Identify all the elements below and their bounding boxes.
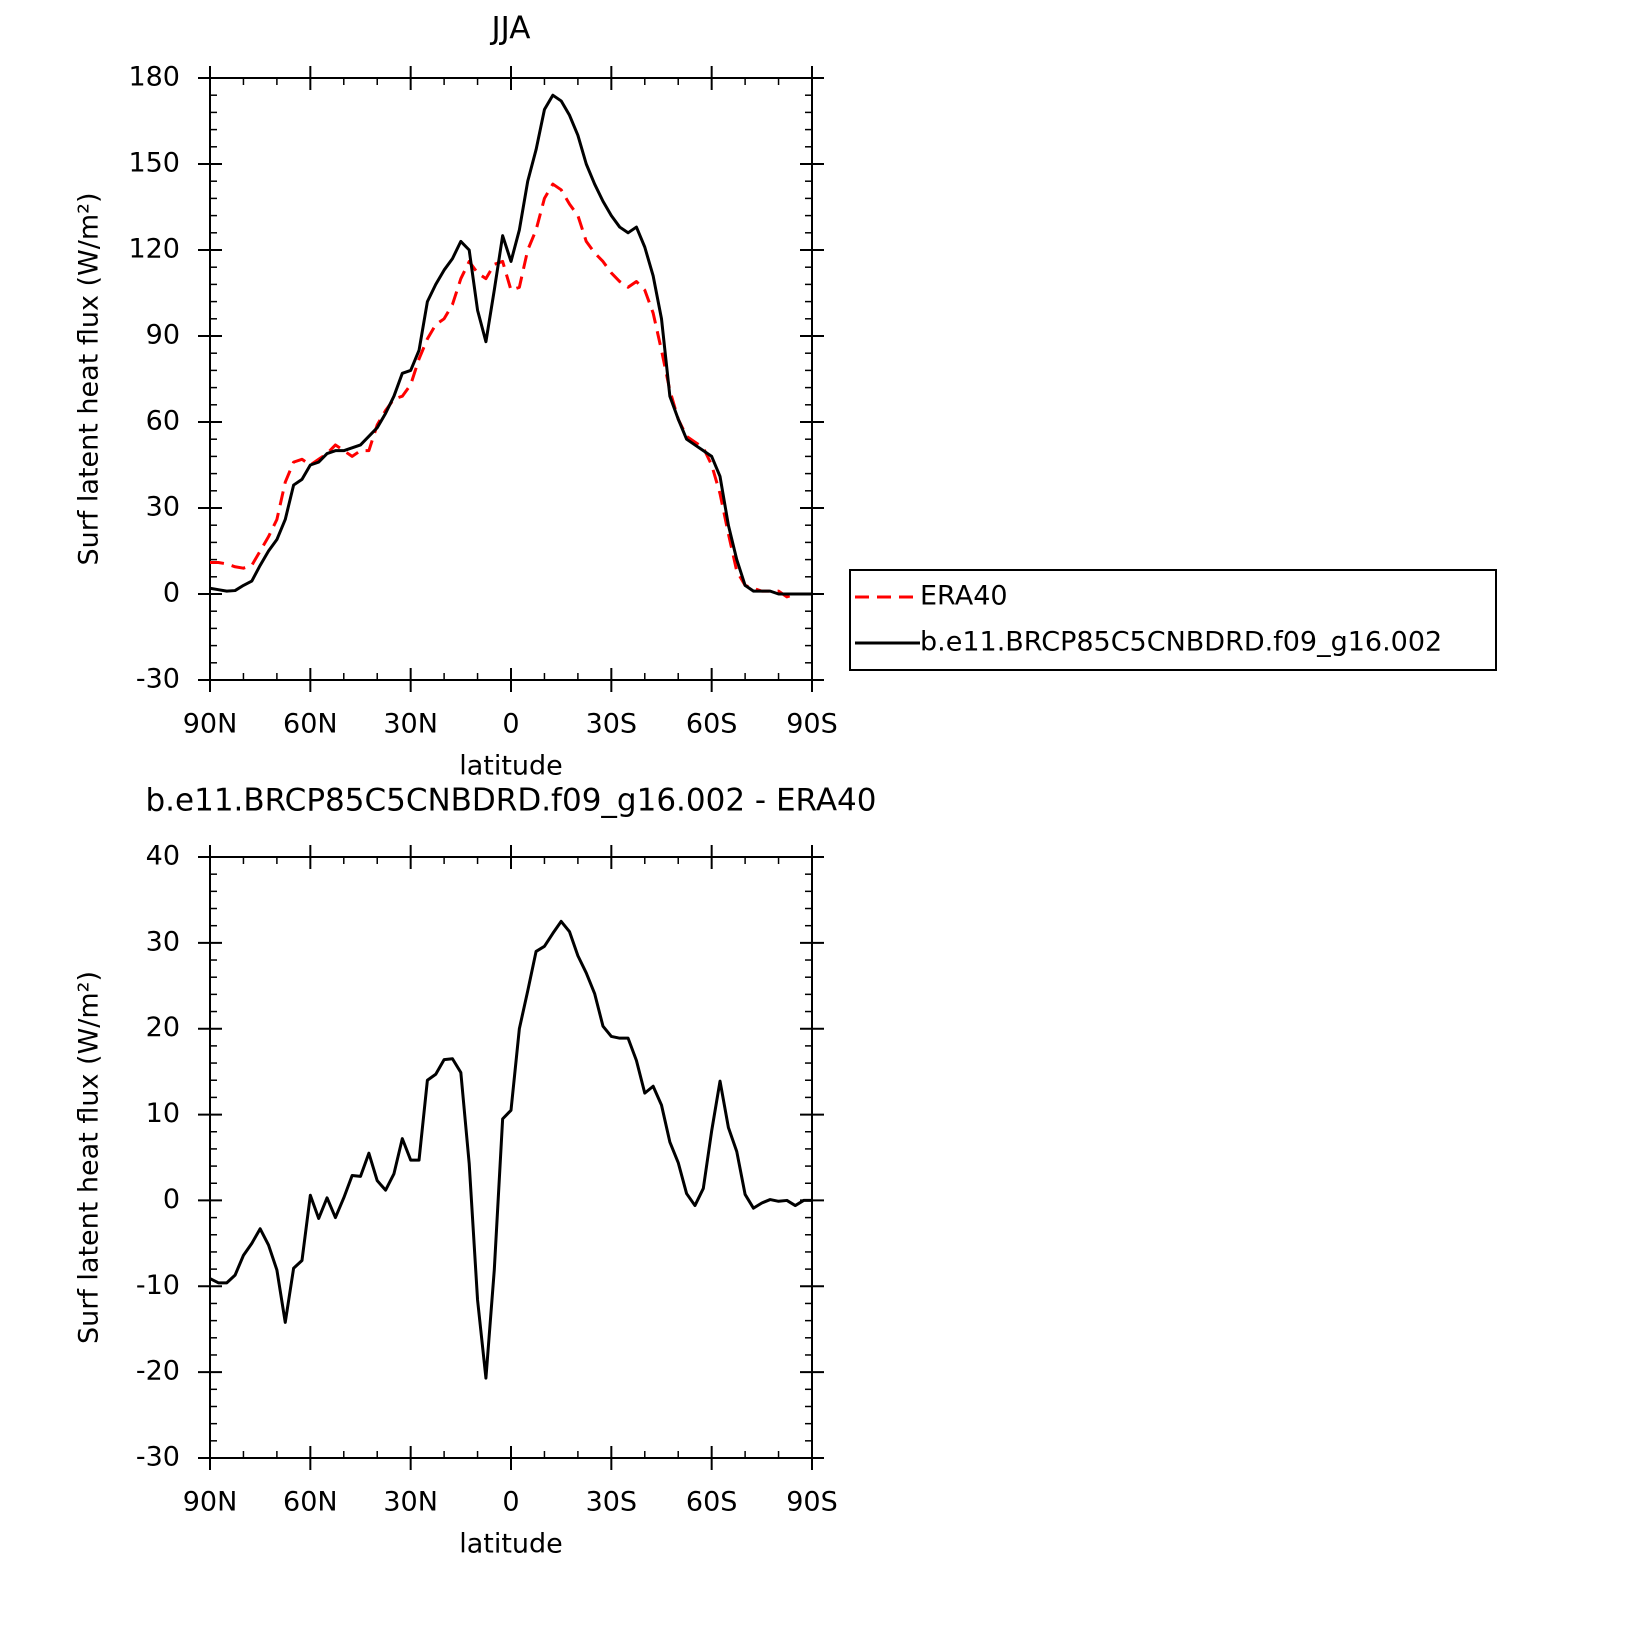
series-line (209, 93, 812, 596)
y-tick-label: 10 (146, 1098, 180, 1129)
x-tick-label: 60N (283, 709, 338, 740)
x-tick-label: 90S (786, 1487, 838, 1518)
plot-frame (209, 77, 813, 681)
y-tick-label: 30 (146, 492, 180, 523)
y-tick-label: 0 (163, 578, 180, 609)
y-tick-label: 120 (128, 234, 180, 265)
x-tick-label: 60S (686, 709, 738, 740)
x-tick-label: 0 (502, 709, 519, 740)
x-tick-label: 30N (383, 1487, 438, 1518)
x-tick-label: 90S (786, 709, 838, 740)
y-tick-label: -20 (136, 1356, 180, 1387)
y-axis-label: Surf latent heat flux (W/m²) (74, 192, 105, 565)
series-line (209, 919, 812, 1380)
legend-box (849, 569, 1497, 671)
legend-label: ERA40 (920, 581, 1008, 612)
y-axis-label: Surf latent heat flux (W/m²) (74, 971, 105, 1344)
legend-label: b.e11.BRCP85C5CNBDRD.f09_g16.002 (920, 627, 1442, 658)
y-tick-label: 180 (128, 62, 180, 93)
x-tick-label: 0 (502, 1487, 519, 1518)
x-tick-label: 30N (383, 709, 438, 740)
x-tick-label: 30S (586, 709, 638, 740)
series-line (210, 182, 812, 599)
x-tick-label: 90N (183, 1487, 238, 1518)
y-tick-label: 30 (146, 926, 180, 957)
y-tick-label: 60 (146, 406, 180, 437)
y-tick-label: -10 (136, 1270, 180, 1301)
y-tick-label: 0 (163, 1184, 180, 1215)
y-tick-label: -30 (136, 1442, 180, 1473)
y-tick-label: 90 (146, 320, 180, 351)
y-tick-label: 20 (146, 1012, 180, 1043)
chart-title: JJA (490, 11, 531, 47)
y-tick-label: 150 (128, 148, 180, 179)
y-tick-label: 40 (146, 841, 180, 872)
x-axis-label: latitude (459, 1529, 563, 1560)
plot-frame (209, 856, 813, 1459)
x-tick-label: 60N (283, 1487, 338, 1518)
chart-title: b.e11.BRCP85C5CNBDRD.f09_g16.002 - ERA40 (146, 783, 877, 819)
x-axis-label: latitude (459, 751, 563, 782)
x-tick-label: 30S (586, 1487, 638, 1518)
x-tick-label: 60S (686, 1487, 738, 1518)
y-tick-label: -30 (136, 664, 180, 695)
x-tick-label: 90N (183, 709, 238, 740)
